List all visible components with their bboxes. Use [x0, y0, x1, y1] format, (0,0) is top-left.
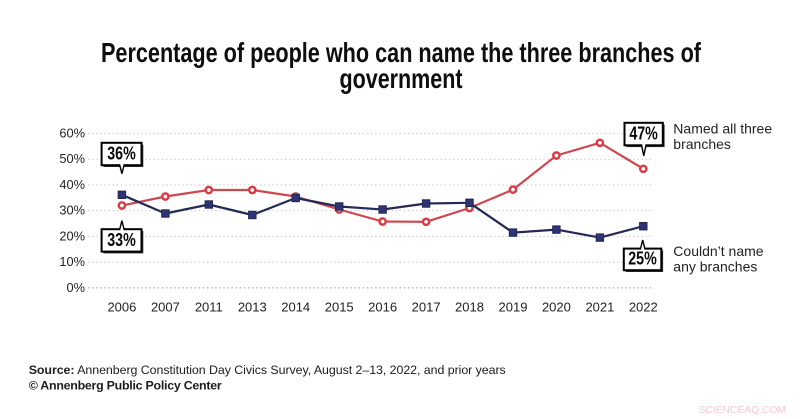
svg-text:Source: Annenberg Constitution: Source: Annenberg Constitution Day Civic…: [29, 363, 506, 377]
svg-text:25%: 25%: [628, 249, 657, 269]
svg-text:20%: 20%: [59, 228, 85, 243]
svg-text:© Annenberg Public Policy Cent: © Annenberg Public Policy Center: [29, 379, 222, 393]
svg-text:40%: 40%: [59, 177, 85, 192]
svg-text:60%: 60%: [59, 125, 85, 140]
svg-text:Couldn’t name: Couldn’t name: [673, 243, 763, 259]
svg-text:2019: 2019: [499, 300, 528, 315]
svg-text:0%: 0%: [67, 280, 86, 295]
svg-text:30%: 30%: [59, 203, 85, 218]
svg-text:2022: 2022: [629, 300, 658, 315]
svg-text:36%: 36%: [107, 144, 136, 164]
svg-text:branches: branches: [673, 136, 731, 152]
svg-text:2007: 2007: [151, 300, 180, 315]
svg-text:2014: 2014: [281, 300, 310, 315]
svg-text:47%: 47%: [629, 124, 658, 144]
svg-text:any branches: any branches: [673, 258, 757, 274]
svg-text:Named all three: Named all three: [673, 121, 772, 137]
svg-text:2021: 2021: [585, 300, 614, 315]
svg-text:government: government: [340, 63, 463, 94]
svg-text:2018: 2018: [455, 300, 484, 315]
svg-text:2020: 2020: [542, 300, 571, 315]
svg-text:10%: 10%: [59, 254, 85, 269]
svg-text:33%: 33%: [107, 230, 136, 250]
svg-text:2016: 2016: [368, 300, 397, 315]
svg-text:2015: 2015: [325, 300, 354, 315]
svg-text:2006: 2006: [107, 300, 136, 315]
svg-text:Percentage of people who can n: Percentage of people who can name the th…: [101, 37, 702, 68]
svg-text:SCIENCEAQ.COM: SCIENCEAQ.COM: [698, 405, 786, 416]
svg-text:2017: 2017: [412, 300, 441, 315]
svg-text:2013: 2013: [238, 300, 267, 315]
svg-text:50%: 50%: [59, 151, 85, 166]
svg-text:2011: 2011: [195, 300, 223, 315]
